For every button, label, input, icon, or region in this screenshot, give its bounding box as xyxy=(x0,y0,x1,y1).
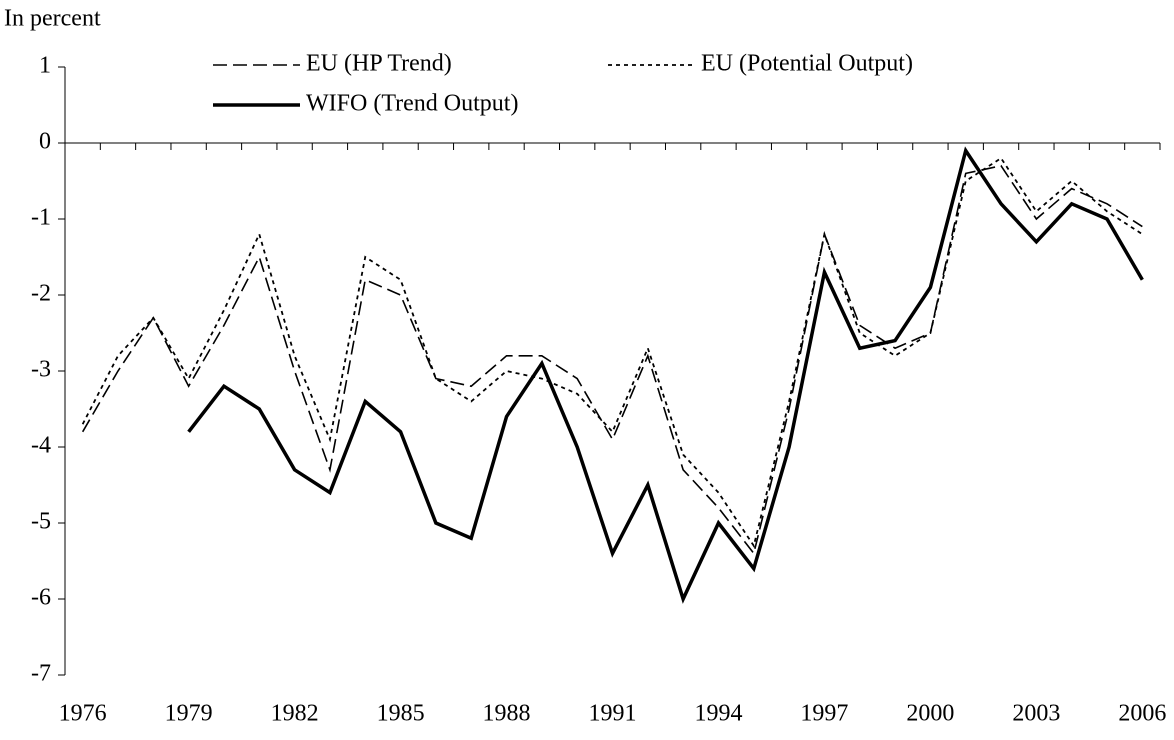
x-tick-label: 2006 xyxy=(1118,701,1166,727)
series-line xyxy=(81,164,1143,556)
x-tick-label: 1997 xyxy=(800,701,848,727)
y-tick-label: -3 xyxy=(31,357,51,383)
x-tick-label: 1985 xyxy=(377,701,425,727)
x-tick-label: 1988 xyxy=(483,701,531,727)
y-tick-label: -1 xyxy=(31,205,51,231)
legend-label: WIFO (Trend Output) xyxy=(306,91,518,117)
y-tick-label: -2 xyxy=(31,281,51,307)
x-tick-label: 1994 xyxy=(694,701,742,727)
y-tick-label: -5 xyxy=(31,509,51,535)
y-axis-label: In percent xyxy=(4,6,101,32)
x-tick-label: 1982 xyxy=(271,701,319,727)
series-line xyxy=(81,156,1143,549)
series-line xyxy=(187,146,1144,604)
x-tick-label: 1976 xyxy=(59,701,107,727)
y-tick-label: -6 xyxy=(31,585,51,611)
y-tick-label: 0 xyxy=(39,129,51,155)
y-tick-label: -7 xyxy=(31,661,51,687)
x-tick-label: 2000 xyxy=(906,701,954,727)
y-tick-label: -4 xyxy=(31,433,51,459)
x-tick-label: 1979 xyxy=(165,701,213,727)
legend-label: EU (Potential Output) xyxy=(701,51,913,77)
y-tick-label: 1 xyxy=(39,53,51,79)
x-tick-label: 1991 xyxy=(589,701,637,727)
x-tick-label: 2003 xyxy=(1012,701,1060,727)
legend-label: EU (HP Trend) xyxy=(306,51,452,77)
